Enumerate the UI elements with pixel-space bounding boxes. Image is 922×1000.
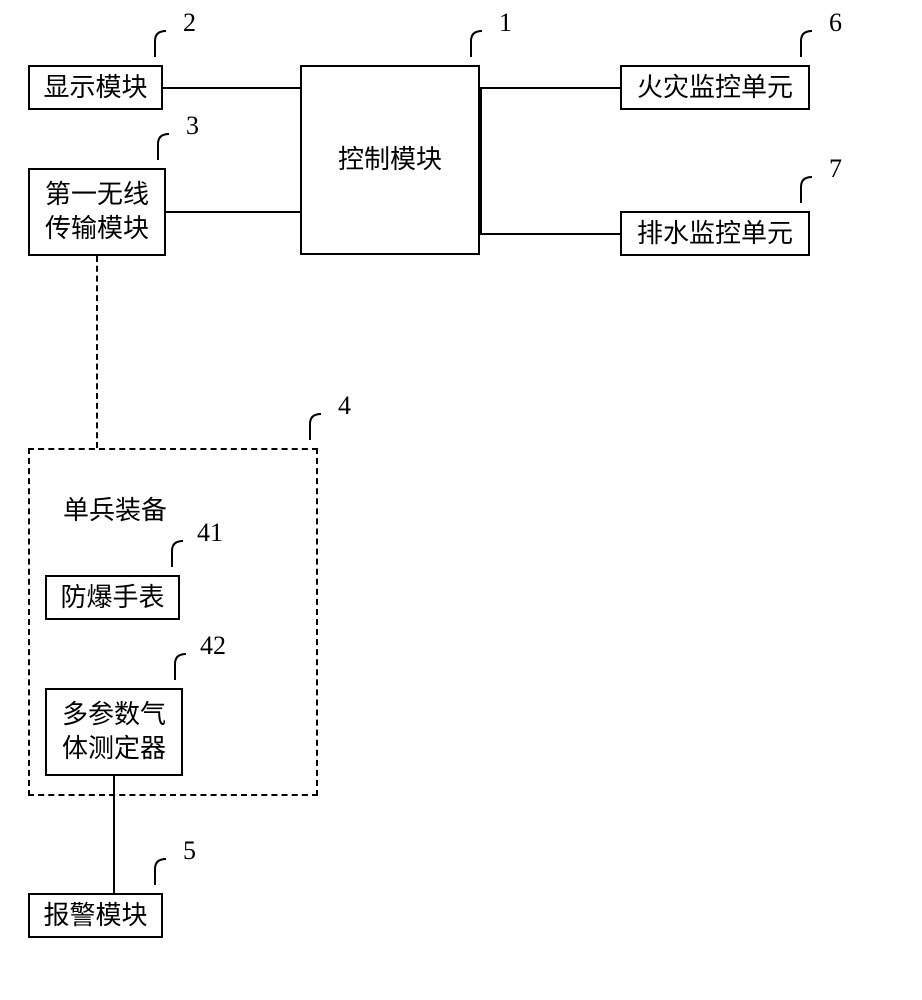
num-7: 7 [829, 154, 842, 184]
flag-7 [798, 175, 818, 203]
flag-6 [798, 29, 818, 57]
num-41: 41 [197, 518, 223, 548]
num-42: 42 [200, 631, 226, 661]
flag-3 [155, 132, 175, 160]
num-6: 6 [829, 8, 842, 38]
soldier-equipment-label: 单兵装备 [63, 490, 167, 527]
control-module-node: 控制模块 [300, 65, 480, 255]
wireless-module-label: 第一无线 传输模块 [45, 178, 149, 246]
edge-gas-alarm [113, 776, 115, 893]
num-1: 1 [499, 8, 512, 38]
gas-detector-node: 多参数气 体测定器 [45, 688, 183, 776]
gas-detector-label: 多参数气 体测定器 [62, 698, 166, 766]
flag-5 [152, 857, 172, 885]
control-module-label: 控制模块 [338, 143, 442, 177]
edge-control-fire [480, 87, 620, 89]
drain-monitor-label: 排水监控单元 [637, 217, 793, 251]
flag-42 [172, 652, 192, 680]
num-3: 3 [186, 111, 199, 141]
alarm-module-label: 报警模块 [43, 899, 147, 933]
edge-control-drain-v [480, 89, 482, 233]
drain-monitor-node: 排水监控单元 [620, 211, 810, 256]
alarm-module-node: 报警模块 [28, 893, 163, 938]
fire-monitor-node: 火灾监控单元 [620, 65, 810, 110]
flag-41 [169, 539, 189, 567]
num-4: 4 [338, 391, 351, 421]
edge-wireless-soldier [96, 256, 98, 448]
edge-display-control [163, 87, 300, 89]
display-module-node: 显示模块 [28, 65, 163, 110]
num-5: 5 [183, 836, 196, 866]
flag-2 [152, 29, 172, 57]
flag-1 [468, 29, 488, 57]
display-module-label: 显示模块 [43, 71, 147, 105]
fire-monitor-label: 火灾监控单元 [637, 71, 793, 105]
edge-wireless-control [166, 211, 300, 213]
wireless-module-node: 第一无线 传输模块 [28, 168, 166, 256]
watch-label: 防爆手表 [60, 581, 164, 615]
num-2: 2 [183, 8, 196, 38]
watch-node: 防爆手表 [45, 575, 180, 620]
edge-control-drain-h [480, 233, 620, 235]
flag-4 [307, 412, 327, 440]
